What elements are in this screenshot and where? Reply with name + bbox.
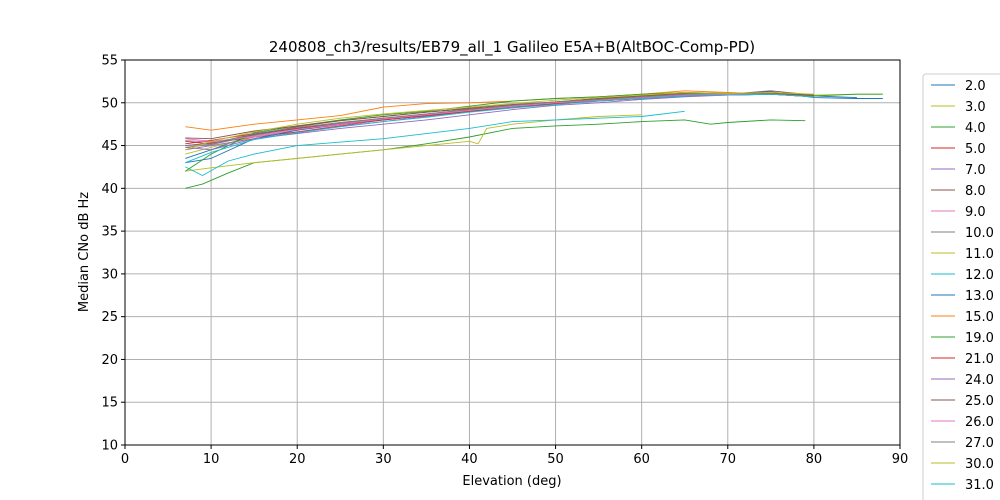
series-line-26.0 [185, 93, 814, 143]
series-line-15.0 [185, 90, 814, 131]
x-tick-label: 70 [720, 452, 737, 467]
grid [124, 59, 901, 446]
legend-label: 25.0 [965, 394, 994, 409]
x-tick-label: 90 [892, 452, 909, 467]
x-tick-label: 0 [121, 452, 129, 467]
legend-label: 30.0 [965, 457, 994, 472]
y-axis-label: Median CNo dB Hz [77, 192, 92, 312]
x-tick-label: 40 [461, 452, 478, 467]
legend-label: 21.0 [965, 352, 994, 367]
y-tick-label: 55 [101, 54, 118, 69]
y-tick-label: 20 [101, 353, 118, 368]
legend: 2.0 3.0 4.0 5.0 7.0 8.0 9.0 10.0 11.0 12.0 13.0 15.… [922, 73, 1000, 500]
legend-label: 11.0 [965, 247, 994, 262]
x-tick-label: 60 [633, 452, 650, 467]
series-line-30.0 [185, 92, 814, 151]
legend-label: 12.0 [965, 268, 994, 283]
legend-label: 13.0 [965, 289, 994, 304]
x-tick-label: 80 [806, 452, 823, 467]
legend-label: 2.0 [965, 79, 986, 94]
series-line-11.0 [185, 114, 642, 172]
series-line-31.0 [185, 93, 814, 164]
series-line-27.0 [185, 92, 814, 147]
legend-label: 24.0 [965, 373, 994, 388]
series-line-5.0 [185, 92, 814, 147]
x-tick-label: 50 [547, 452, 564, 467]
legend-label: 4.0 [965, 121, 986, 136]
plot-frame [124, 59, 901, 446]
legend-label: 3.0 [965, 100, 986, 115]
x-axis: 0 10 20 30 40 50 60 70 80 90 [121, 445, 908, 467]
y-tick-label: 15 [101, 396, 118, 411]
x-tick-label: 20 [289, 452, 306, 467]
legend-label: 27.0 [965, 436, 994, 451]
legend-label: 5.0 [965, 142, 986, 157]
chart-title: 240808_ch3/results/EB79_all_1 Galileo E5… [269, 38, 755, 57]
legend-label: 10.0 [965, 226, 994, 241]
y-tick-label: 40 [101, 182, 118, 197]
y-tick-label: 10 [101, 439, 118, 454]
y-axis: 10 15 20 25 30 35 40 45 50 55 [101, 54, 125, 454]
x-tick-label: 30 [375, 452, 392, 467]
y-tick-label: 35 [101, 225, 118, 240]
legend-label: 15.0 [965, 310, 994, 325]
legend-label: 26.0 [965, 415, 994, 430]
y-tick-label: 45 [101, 139, 118, 154]
x-axis-label: Elevation (deg) [462, 474, 561, 489]
legend-label: 31.0 [965, 478, 994, 493]
x-tick-label: 10 [203, 452, 220, 467]
legend-label: 19.0 [965, 331, 994, 346]
series-lines [185, 90, 883, 189]
legend-box [922, 73, 1000, 500]
y-tick-label: 25 [101, 310, 118, 325]
legend-label: 9.0 [965, 205, 986, 220]
legend-label: 7.0 [965, 163, 986, 178]
series-line-4.0 [185, 119, 806, 189]
y-tick-label: 50 [101, 96, 118, 111]
series-line-12.0 [185, 110, 685, 176]
y-tick-label: 30 [101, 267, 118, 282]
legend-label: 8.0 [965, 184, 986, 199]
